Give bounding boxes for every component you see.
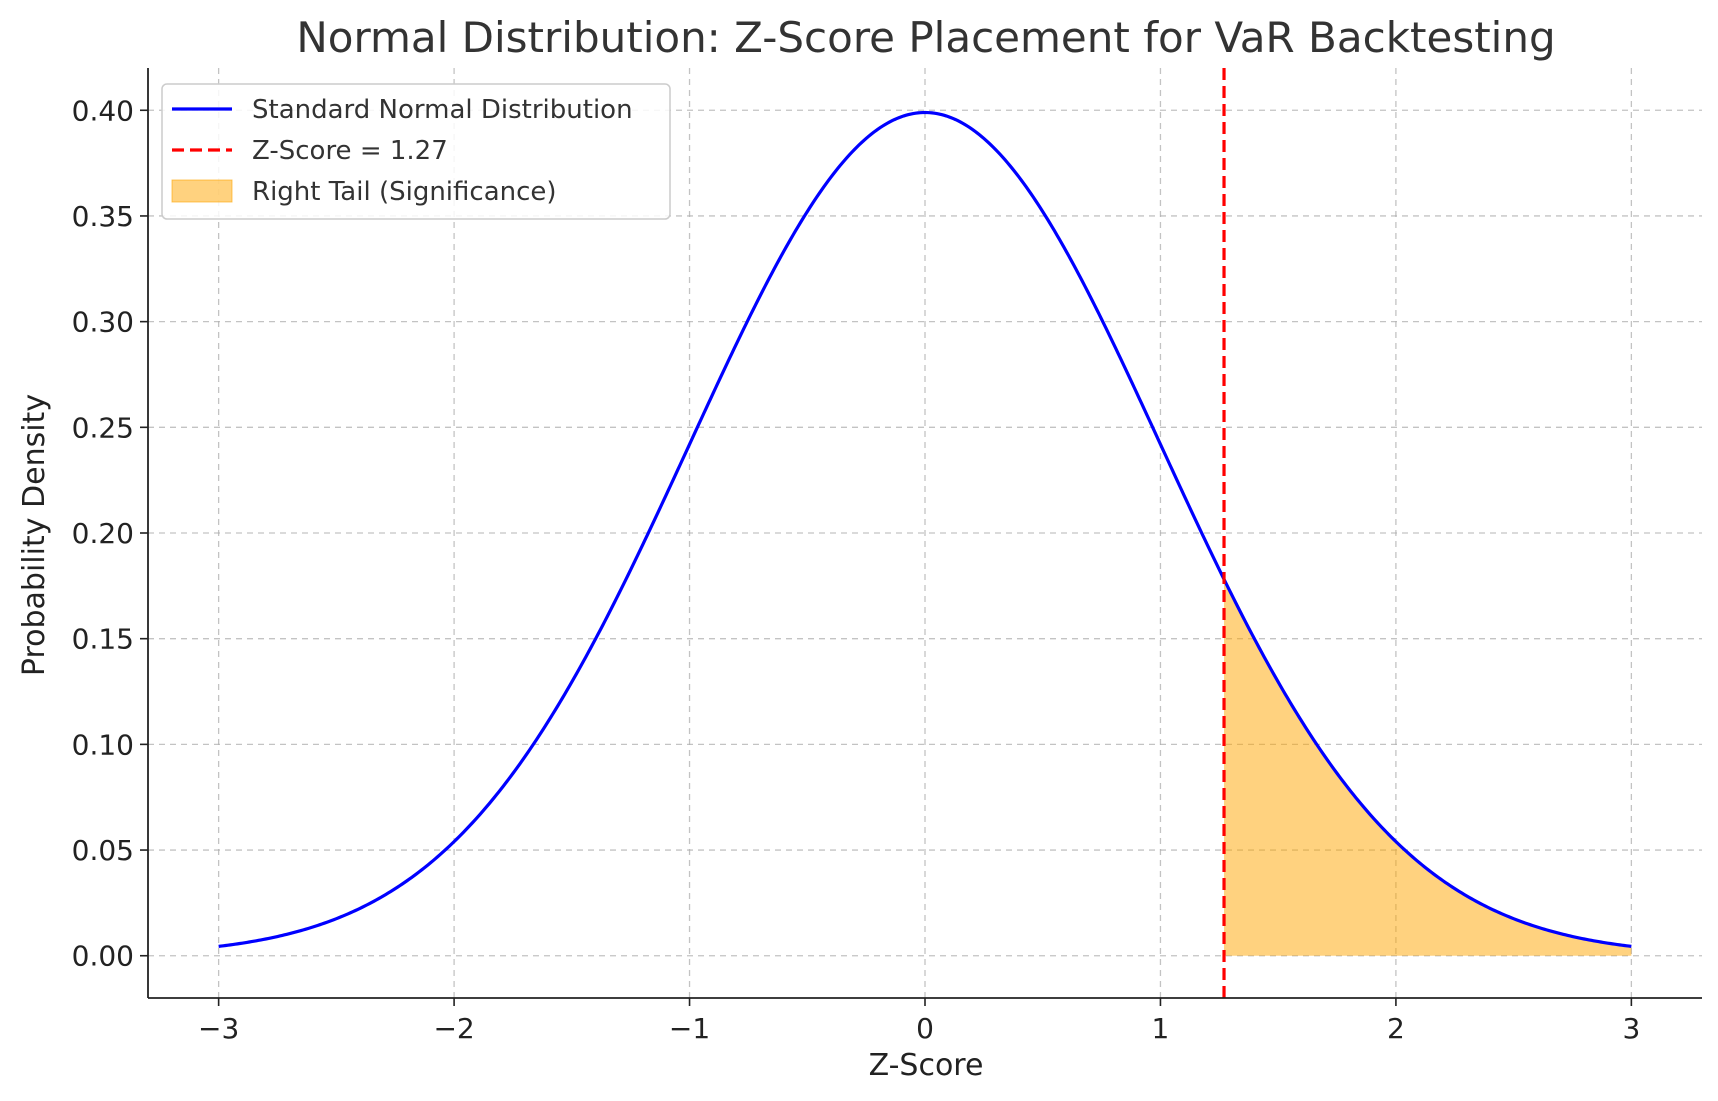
x-axis-label: Z-Score: [869, 1048, 984, 1083]
chart-title: Normal Distribution: Z-Score Placement f…: [296, 13, 1555, 62]
legend-box: [161, 83, 671, 220]
y-tick-label: 0.05: [72, 834, 134, 867]
y-axis-label: Probability Density: [17, 394, 52, 676]
legend-label: Right Tail (Significance): [252, 177, 557, 207]
y-tick-label: 0.15: [72, 623, 134, 656]
y-tick-label: 0.20: [72, 517, 134, 550]
x-tick-label: 0: [916, 1012, 934, 1045]
x-tick-label: −3: [198, 1012, 239, 1045]
x-tick-label: 1: [1152, 1012, 1170, 1045]
y-tick-label: 0.25: [72, 411, 134, 444]
axes: [140, 68, 1702, 1006]
legend: Standard Normal Distribution Z-Score = 1.…: [161, 83, 671, 220]
x-tick-label: −1: [669, 1012, 710, 1045]
x-tick-label: −2: [433, 1012, 474, 1045]
y-tick-label: 0.10: [72, 728, 134, 761]
y-tick-label: 0.40: [72, 94, 134, 127]
right-tail-area: [1224, 579, 1632, 956]
legend-label: Standard Normal Distribution: [252, 95, 633, 125]
x-tick-label: 2: [1387, 1012, 1405, 1045]
legend-label: Z-Score = 1.27: [252, 136, 448, 166]
normal-pdf-line: [218, 110, 1632, 948]
y-tick-label: 0.30: [72, 306, 134, 339]
legend-fill-swatch: [171, 179, 233, 203]
y-tick-label: 0.00: [72, 940, 134, 973]
y-tick-label: 0.35: [72, 200, 134, 233]
tick-labels: −3 −2 −1 0 1 2 3 0.00 0.05 0.10 0.15 0.20 0.25 0.30 0.…: [72, 94, 1641, 1045]
series-layer: [218, 68, 1632, 998]
x-tick-label: 3: [1622, 1012, 1640, 1045]
tail-fill-layer: [1224, 579, 1632, 956]
